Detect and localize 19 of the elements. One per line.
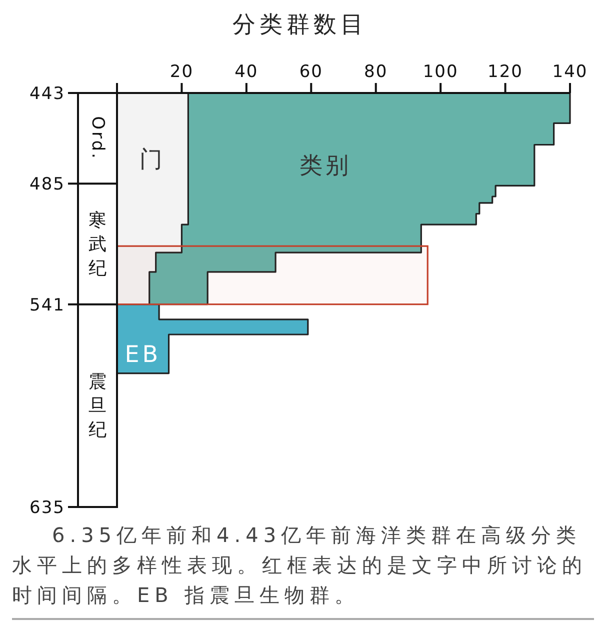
series-label: 门 <box>140 146 166 173</box>
series-label: EB <box>124 342 162 368</box>
x-tick-label: 40 <box>234 62 258 82</box>
y-tick-label: 443 <box>30 84 65 104</box>
y-tick-label: 485 <box>30 174 65 195</box>
x-tick-label: 80 <box>364 62 388 82</box>
y-tick-label: 635 <box>30 498 65 518</box>
x-tick-label: 60 <box>299 62 323 82</box>
y-tick-label: 541 <box>30 295 65 316</box>
text: 6.35亿年前和4.43亿年前海洋类群在高级分类水平上的多样性表现。红框表达的是文字中所讨论的时间间隔。EB 指震旦生物群。 <box>12 522 588 609</box>
x-tick-label: 140 <box>552 62 588 82</box>
period: 寒武纪 <box>88 210 106 279</box>
period: 震旦纪 <box>88 372 106 441</box>
x-axis-title: 分类群数目 <box>232 12 368 38</box>
x-tick-label: 120 <box>488 62 524 82</box>
x-tick-label: 100 <box>422 62 458 82</box>
x-tick-label: 20 <box>170 62 194 82</box>
series-label: 类别 <box>300 153 352 180</box>
period: Ord. <box>88 116 108 160</box>
